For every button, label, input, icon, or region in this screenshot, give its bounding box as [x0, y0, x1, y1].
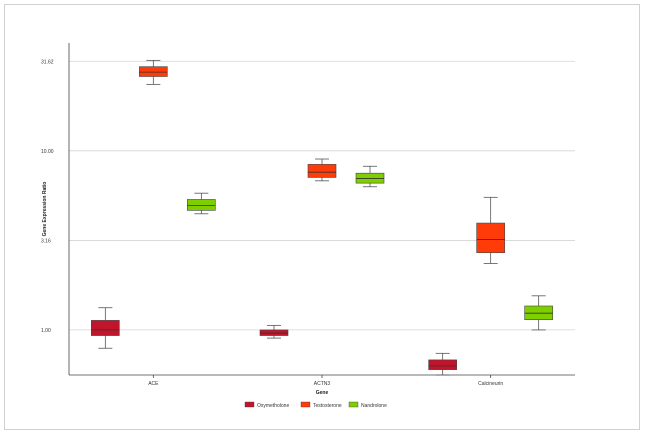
- box-oxymetholone-actn3: [259, 324, 289, 339]
- x-axis-label: Gene: [316, 390, 329, 396]
- x-tick-label: Calcineurin: [478, 381, 503, 387]
- y-axis-label: Gene Expression Ratio: [42, 182, 48, 237]
- x-tick-label: ACE: [148, 381, 159, 387]
- y-tick-label: 31.62: [41, 59, 54, 65]
- box-iqr: [476, 222, 505, 253]
- chart-frame: 1.00 3.16 10.00 31.62 Gene Expression Ratio A…: [4, 4, 640, 430]
- box-iqr: [91, 320, 120, 336]
- legend-item-nandrolone: Nandrolone: [348, 401, 387, 409]
- box-testosterone-ace: [139, 59, 168, 85]
- legend-swatch: [244, 401, 255, 408]
- legend-label: Oxymetholone: [257, 403, 289, 409]
- x-tick-label: ACTN3: [314, 381, 331, 387]
- y-tick-label: 1.00: [41, 328, 51, 334]
- box-oxymetholone-ace: [91, 307, 120, 349]
- y-tick-label: 10.00: [41, 149, 54, 155]
- y-tick-label: 3.16: [41, 238, 51, 244]
- legend-item-testosterone: Testosterone: [300, 401, 342, 409]
- box-oxymetholone-calcineurin: [428, 352, 457, 376]
- box-iqr: [428, 359, 457, 370]
- legend-label: Testosterone: [313, 403, 342, 409]
- box-nandrolone-actn3: [355, 165, 385, 188]
- legend-swatch: [348, 401, 359, 408]
- box-plot-chart: 1.00 3.16 10.00 31.62 Gene Expression Ratio A…: [41, 43, 575, 409]
- box-iqr: [187, 199, 216, 211]
- box-testosterone-calcineurin: [476, 196, 505, 264]
- box-nandrolone-ace: [187, 192, 216, 215]
- box-iqr: [139, 66, 168, 77]
- legend-swatch: [300, 401, 311, 408]
- box-nandrolone-calcineurin: [524, 295, 553, 331]
- box-iqr: [307, 164, 337, 178]
- legend-label: Nandrolone: [361, 403, 387, 409]
- box-testosterone-actn3: [307, 158, 337, 182]
- legend-item-oxymetholone: Oxymetholone: [244, 401, 289, 409]
